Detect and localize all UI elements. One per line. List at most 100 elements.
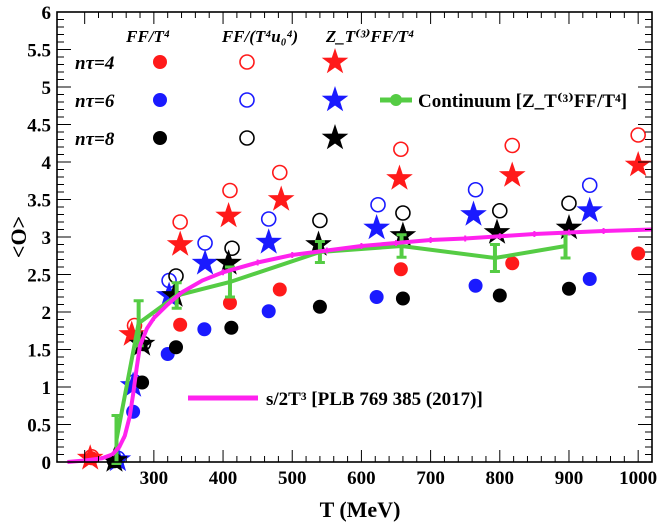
data-point — [363, 214, 390, 240]
legend-marker-nt4-open-circle — [239, 54, 255, 70]
data-point — [76, 444, 104, 470]
legend-marker-nt4-star — [321, 48, 349, 74]
x-tick-label: 500 — [278, 468, 307, 489]
data-point — [498, 161, 526, 187]
legend-marker-nt8-star — [321, 124, 349, 150]
data-point — [173, 317, 188, 332]
data-point — [581, 177, 598, 194]
data-point — [215, 202, 242, 228]
data-point — [224, 320, 239, 335]
legend-marker-nt6-open-circle — [239, 92, 255, 108]
data-point — [393, 141, 409, 158]
x-tick-label: 900 — [555, 468, 584, 489]
legend-marker-nt6-filled-circle — [153, 93, 167, 107]
y-tick-label: 4 — [42, 153, 52, 174]
x-tick-label: 400 — [209, 468, 238, 489]
data-point — [395, 205, 411, 221]
data-point — [576, 196, 603, 223]
legend-markers — [153, 48, 349, 150]
data-point — [101, 446, 128, 472]
data-point — [222, 296, 237, 310]
y-tick-label: 3.5 — [27, 191, 51, 212]
y-tick-label: 3 — [42, 228, 52, 249]
data-point — [555, 214, 583, 240]
data-point — [582, 272, 597, 286]
data-point — [191, 249, 219, 275]
ticks-layer: 300 400 500 600 700 800 900 1000 0 0.5 1 1.5 2 2.5 3 3.… — [27, 3, 657, 489]
legend-col-header-ff: FF/T⁴ — [125, 27, 170, 46]
data-point — [505, 256, 520, 271]
y-tick-label: 2.5 — [27, 266, 51, 287]
x-tick-label: 800 — [486, 468, 515, 489]
data-point — [386, 164, 413, 190]
y-tick-label: 0.5 — [27, 416, 51, 437]
y-tick-label: 1 — [42, 378, 52, 399]
data-point — [369, 290, 384, 304]
series-zt-ff-t4-nt-4 — [76, 151, 652, 470]
data-point — [135, 375, 150, 390]
y-axis-title: <O> — [6, 216, 31, 258]
data-point — [561, 195, 577, 212]
data-point — [491, 202, 508, 219]
legend-continuum-label: Continuum [Z_T⁽³⁾FF/T⁴] — [418, 91, 627, 112]
series-s-2t-3 — [67, 227, 653, 464]
legend-continuum-dot — [390, 94, 402, 106]
plot-frame — [56, 11, 653, 463]
x-tick-label: 300 — [140, 468, 169, 489]
data-point — [222, 182, 238, 199]
data-point — [467, 181, 484, 198]
data-point — [224, 240, 240, 257]
data-point — [261, 304, 276, 319]
data-point — [255, 228, 282, 254]
y-tick-label: 1.5 — [27, 341, 51, 362]
data-point — [197, 322, 212, 337]
data-point — [271, 164, 288, 181]
x-tick-label: 600 — [347, 468, 376, 489]
x-tick-label: 700 — [416, 468, 445, 489]
data-point — [172, 214, 188, 230]
data-point — [161, 281, 188, 307]
data-point — [267, 185, 295, 211]
data-point — [395, 291, 410, 306]
y-tick-label: 0 — [42, 453, 52, 474]
data-point — [630, 127, 646, 143]
data-point — [118, 320, 145, 346]
y-tick-label: 5.5 — [27, 41, 51, 62]
data-point — [312, 299, 327, 314]
data-point — [312, 212, 328, 229]
data-point — [460, 200, 487, 226]
data-point — [624, 151, 652, 177]
legend-marker-nt6-star — [321, 86, 349, 112]
data-point — [272, 282, 287, 297]
data-point — [631, 246, 646, 261]
continuum-curve — [114, 243, 566, 440]
legend-marker-nt8-open-circle — [239, 130, 255, 146]
x-tick-label: 1000 — [619, 468, 657, 489]
y-tick-label: 5 — [42, 78, 52, 99]
legend-row-label-nt4: nτ=4 — [75, 53, 114, 74]
x-axis-title: T (MeV) — [320, 497, 401, 522]
legend-marker-nt4-filled-circle — [153, 55, 167, 69]
legend-marker-nt8-filled-circle — [153, 131, 167, 145]
data-point — [166, 230, 194, 256]
y-tick-label: 2 — [42, 303, 52, 324]
legend-row-label-nt6: nτ=6 — [75, 91, 115, 112]
data-point — [370, 196, 386, 213]
data-point — [215, 249, 242, 275]
series-layer — [67, 127, 653, 472]
y-tick-label: 4.5 — [27, 116, 51, 137]
y-tick-label: 6 — [42, 3, 52, 24]
data-point — [468, 278, 483, 293]
data-point — [169, 340, 183, 355]
data-point — [483, 218, 511, 244]
data-point — [504, 137, 521, 154]
data-point — [260, 211, 277, 227]
data-point — [561, 281, 576, 296]
legend-col-header-ff-u0: FF/(T⁴u₀⁴) — [221, 27, 298, 46]
legend-col-header-zt: Z_T⁽³⁾FF/T⁴ — [325, 27, 414, 46]
data-point — [492, 288, 507, 303]
legend: FF/T⁴ FF/(T⁴u₀⁴) Z_T⁽³⁾FF/T⁴ nτ=4 nτ=6 n… — [75, 27, 627, 410]
entropy-curve — [67, 227, 653, 464]
